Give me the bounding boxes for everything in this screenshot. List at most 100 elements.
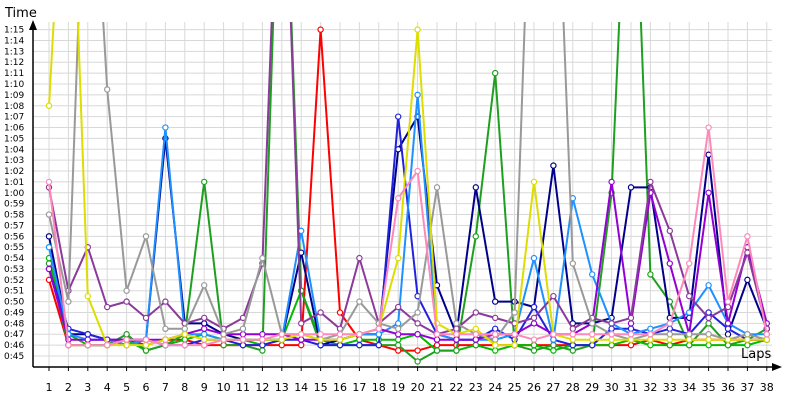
y-tick-label: 0:54: [4, 254, 24, 264]
x-tick-label: 30: [605, 381, 619, 394]
data-point: [608, 178, 615, 186]
data-point: [686, 331, 693, 338]
x-tick-label: 23: [469, 381, 483, 394]
data-point: [705, 336, 712, 343]
data-point: [142, 347, 150, 354]
y-tick-label: 1:08: [4, 102, 24, 112]
data-point: [356, 341, 363, 349]
data-point: [200, 331, 208, 338]
data-point: [569, 336, 577, 343]
data-point: [414, 26, 421, 33]
data-point: [705, 320, 712, 327]
data-point: [647, 331, 654, 338]
data-point: [142, 336, 150, 343]
x-tick-label: 12: [255, 381, 269, 394]
data-point: [200, 325, 208, 332]
data-point: [705, 314, 712, 322]
y-tick-label: 0:45: [4, 352, 24, 362]
data-point: [492, 347, 499, 354]
data-point: [375, 331, 382, 338]
data-point: [744, 249, 751, 256]
data-point: [181, 325, 188, 332]
data-point: [259, 336, 266, 343]
data-point: [239, 325, 247, 332]
data-point: [395, 347, 402, 354]
data-point: [414, 347, 421, 354]
data-point: [181, 336, 188, 343]
data-point: [511, 309, 518, 316]
data-point: [705, 151, 712, 158]
data-point: [705, 309, 712, 316]
data-point: [45, 260, 53, 267]
data-point: [123, 287, 130, 294]
data-point: [511, 331, 518, 338]
data-point: [453, 325, 460, 332]
x-tick-label: 4: [104, 381, 111, 394]
data-point: [162, 298, 169, 305]
data-point: [395, 254, 402, 262]
series-line: [48, 126, 768, 347]
data-point: [666, 341, 674, 349]
data-point: [472, 184, 479, 191]
data-point: [336, 331, 344, 338]
data-point: [530, 336, 538, 343]
data-point: [666, 260, 674, 267]
data-point: [530, 320, 538, 327]
data-point: [666, 320, 674, 327]
data-point: [647, 178, 654, 186]
data-point: [298, 341, 305, 349]
data-point: [220, 341, 227, 349]
data-point: [395, 325, 402, 332]
data-point: [666, 325, 674, 332]
data-point: [744, 331, 751, 338]
data-point: [395, 303, 402, 311]
x-tick-label: 11: [236, 381, 250, 394]
x-tick-label: 33: [663, 381, 677, 394]
data-point: [142, 314, 150, 322]
y-tick-label: 0:56: [4, 232, 24, 242]
data-point: [492, 69, 499, 77]
x-tick-label: 38: [760, 381, 774, 394]
data-point: [589, 331, 596, 338]
data-point: [744, 233, 751, 240]
y-tick-label: 1:11: [4, 69, 24, 79]
data-point: [317, 336, 324, 343]
data-point: [375, 341, 382, 349]
series-line: [48, 22, 768, 336]
data-point: [569, 260, 577, 267]
y-tick-label: 0:51: [4, 287, 24, 297]
data-point: [123, 341, 130, 349]
x-axis-arrow-icon: [772, 363, 782, 371]
y-tick-label: 1:07: [4, 113, 24, 123]
data-point: [627, 184, 635, 191]
data-point: [395, 113, 402, 120]
data-point: [65, 298, 72, 305]
data-point: [317, 26, 324, 33]
data-point: [298, 336, 305, 343]
data-point: [627, 325, 635, 332]
data-point: [530, 341, 538, 349]
data-point: [666, 331, 674, 338]
data-point: [414, 331, 421, 338]
data-point: [278, 336, 285, 343]
data-point: [763, 331, 771, 338]
x-tick-label: 8: [181, 381, 188, 394]
data-point: [550, 347, 557, 354]
data-point: [200, 341, 208, 349]
data-point: [511, 341, 518, 349]
data-point: [317, 331, 324, 338]
y-axis-arrow-icon: [29, 20, 37, 30]
x-tick-label: 35: [702, 381, 716, 394]
data-point: [142, 233, 150, 240]
y-tick-label: 0:52: [4, 276, 24, 286]
data-point: [686, 336, 693, 343]
x-tick-label: 19: [391, 381, 405, 394]
data-point: [200, 314, 208, 322]
data-point: [608, 341, 615, 349]
x-tick-label: 18: [372, 381, 386, 394]
data-point: [356, 254, 363, 262]
data-point: [414, 309, 421, 316]
data-point: [317, 341, 324, 349]
data-point: [356, 336, 363, 343]
data-point: [200, 282, 208, 289]
